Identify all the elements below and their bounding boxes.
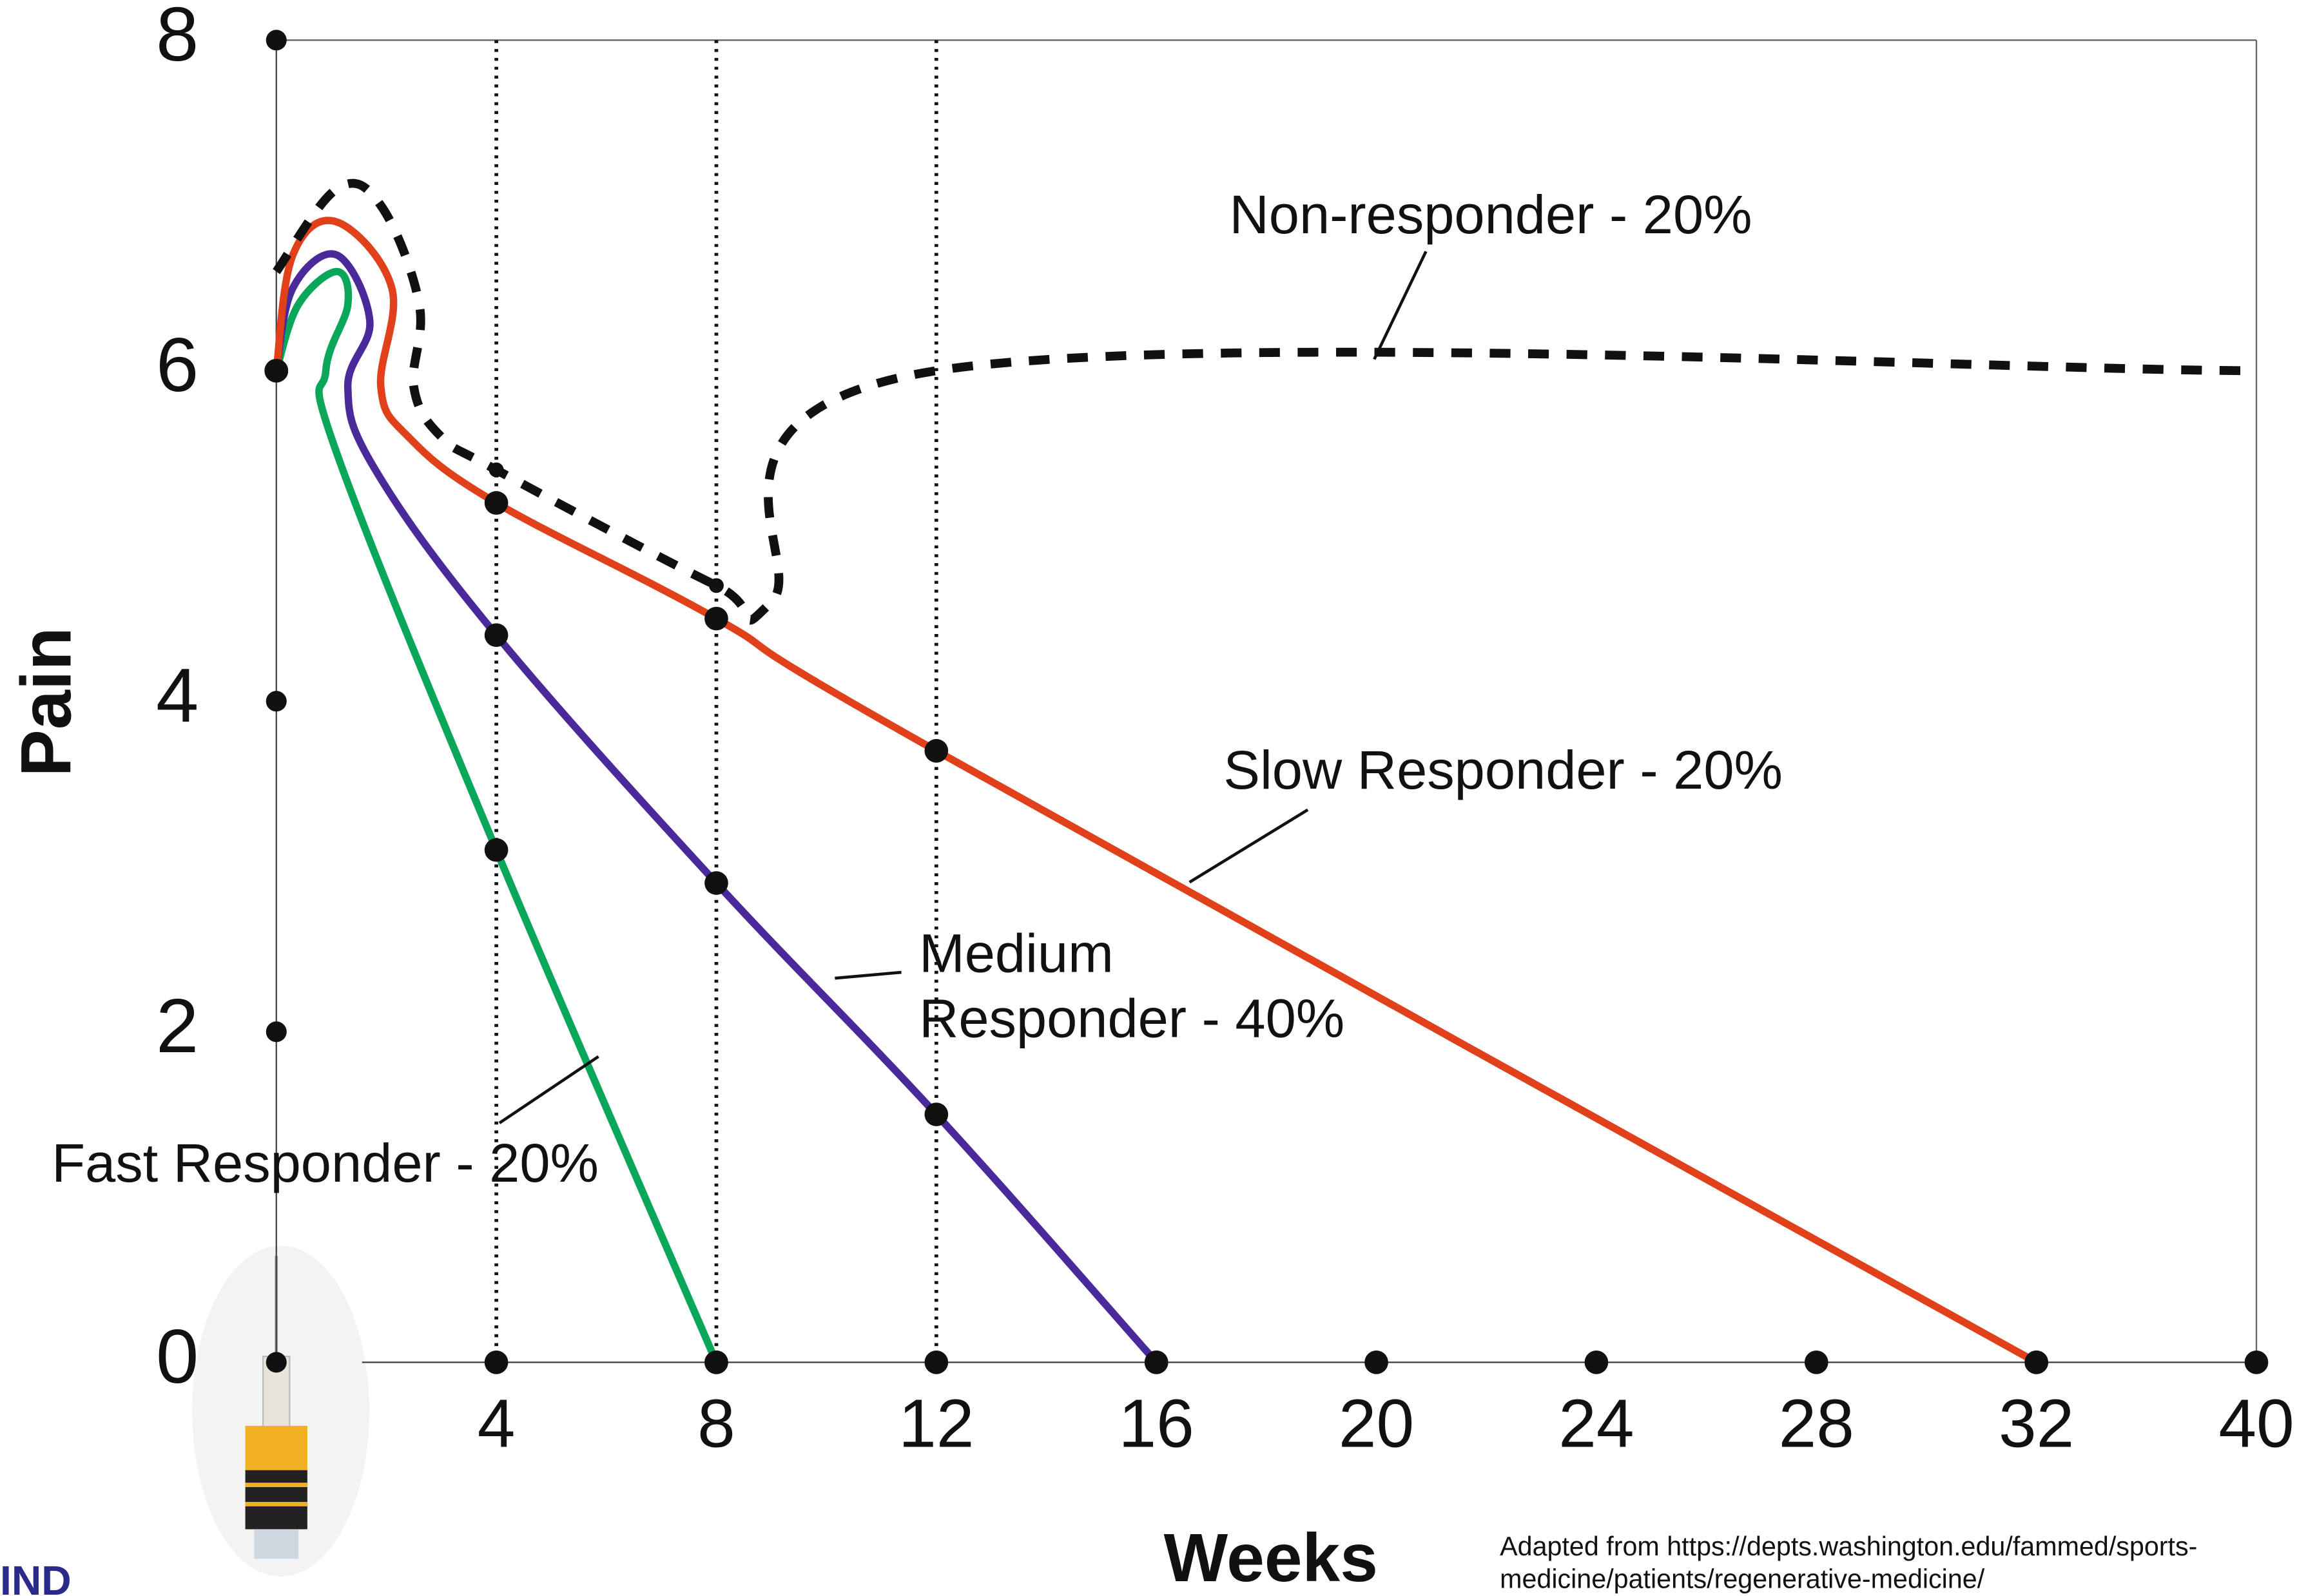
- x-tick-dot: [2244, 1350, 2269, 1374]
- x-tick-label: 4: [478, 1386, 516, 1461]
- annotation-leader: [835, 970, 902, 980]
- data-point: [489, 462, 504, 477]
- logo: IND: [0, 1557, 72, 1596]
- y-axis-label: Pain: [6, 627, 86, 776]
- source-note: medicine/patients/regenerative-medicine/: [1500, 1564, 1985, 1594]
- y-tick-label: 0: [156, 1314, 199, 1399]
- x-axis-label: Weeks: [1164, 1521, 1378, 1596]
- x-tick-label: 24: [1558, 1386, 1634, 1461]
- y-tick-dot: [266, 30, 287, 51]
- data-point: [1144, 1350, 1168, 1374]
- data-point: [2024, 1350, 2048, 1374]
- x-tick-label: 8: [697, 1386, 735, 1461]
- y-tick-dot: [266, 691, 287, 712]
- data-point: [704, 1350, 728, 1374]
- y-tick-dot: [266, 1352, 287, 1373]
- series-line: [273, 216, 2039, 1366]
- syringe-image: [192, 1245, 370, 1577]
- x-tick-label: 16: [1119, 1386, 1194, 1461]
- data-point: [924, 1102, 949, 1126]
- x-tick-dot: [1804, 1350, 1828, 1374]
- annotation-leader: [1373, 251, 1428, 360]
- x-tick-dot: [924, 1350, 949, 1374]
- annotation: Responder - 40%: [919, 987, 1344, 1048]
- data-point: [484, 838, 509, 862]
- data-point: [704, 606, 728, 631]
- annotation: Non-responder - 20%: [1230, 184, 1752, 245]
- annotation-leader: [498, 1055, 599, 1124]
- data-point: [924, 738, 949, 763]
- x-tick-label: 28: [1779, 1386, 1854, 1461]
- y-tick-label: 4: [156, 653, 199, 738]
- series-line: [273, 267, 720, 1364]
- data-point: [484, 491, 509, 515]
- x-tick-label: 40: [2218, 1386, 2294, 1461]
- x-tick-dot: [484, 1350, 509, 1374]
- annotation: Fast Responder - 20%: [52, 1132, 599, 1193]
- source-note: Adapted from https://depts.washington.ed…: [1500, 1532, 2197, 1561]
- annotation: Medium: [919, 923, 1114, 984]
- y-tick-dot: [266, 1021, 287, 1043]
- series-line: [273, 250, 1159, 1365]
- data-point: [264, 358, 289, 383]
- x-tick-label: 12: [898, 1386, 974, 1461]
- y-tick-label: 2: [156, 983, 199, 1069]
- y-tick-label: 8: [156, 0, 199, 77]
- series-line: [273, 178, 2256, 625]
- annotation: Slow Responder - 20%: [1223, 739, 1783, 800]
- annotation-leader: [1188, 808, 1309, 884]
- x-tick-label: 32: [1999, 1386, 2074, 1461]
- x-tick-dot: [1364, 1350, 1388, 1374]
- y-tick-label: 6: [156, 322, 199, 408]
- x-tick-label: 20: [1339, 1386, 1414, 1461]
- x-tick-dot: [1584, 1350, 1609, 1374]
- data-point: [709, 578, 724, 593]
- data-point: [704, 871, 728, 895]
- data-point: [484, 623, 509, 648]
